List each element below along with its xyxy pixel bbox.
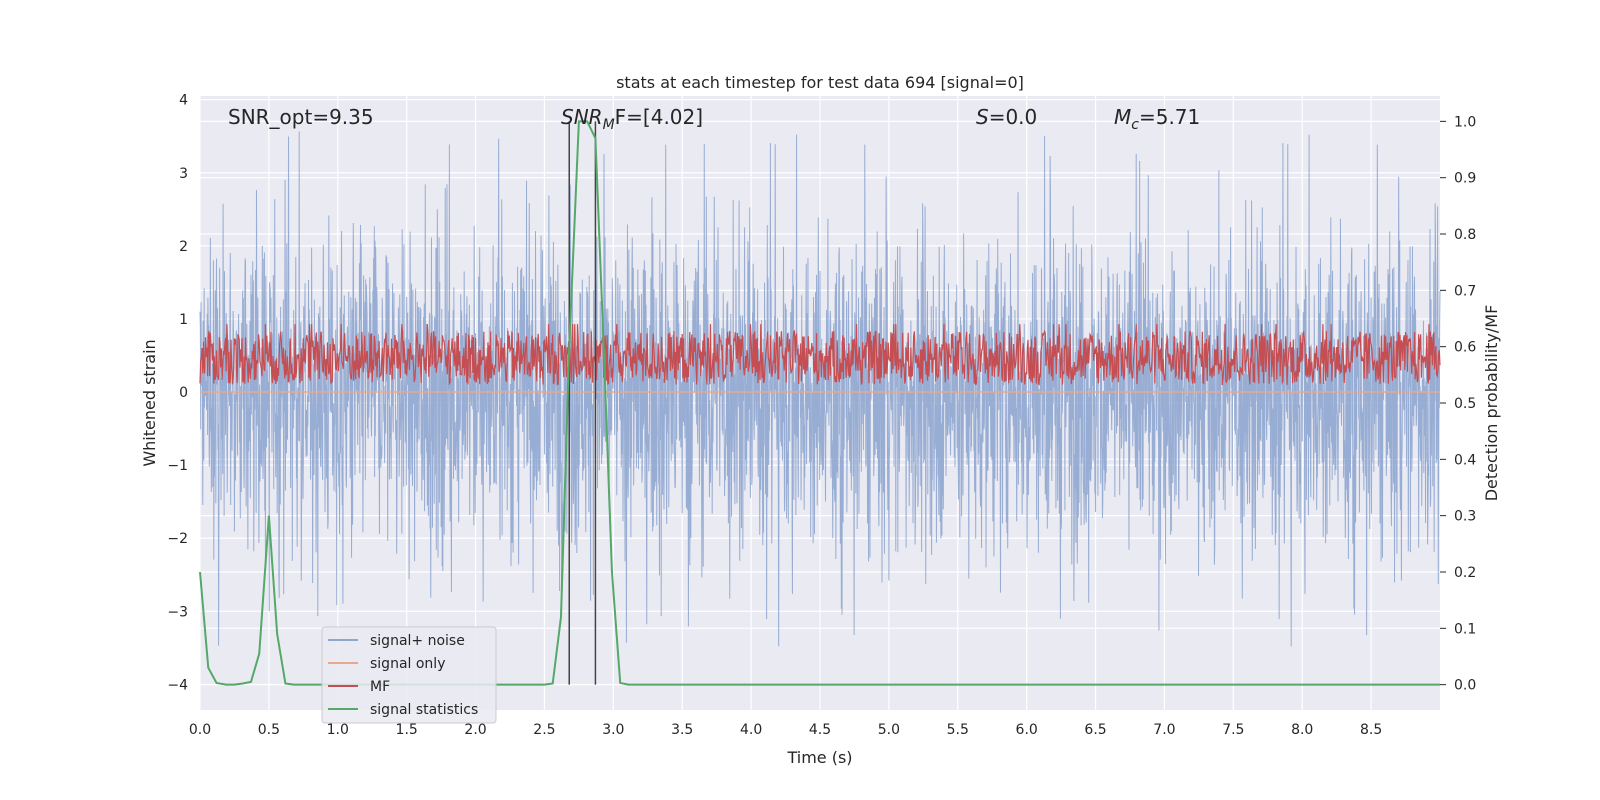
y-left-tick-label: 3 [179,166,188,182]
x-tick-label: 2.5 [533,722,555,738]
y-right-tick-label: 0.0 [1454,678,1476,694]
y-left-tick-label: 2 [179,239,188,255]
x-tick-label: 6.0 [1016,722,1038,738]
legend-label-signal-noise: signal+ noise [370,633,465,649]
x-tick-label: 7.0 [1153,722,1175,738]
y-right-tick-label: 0.9 [1454,171,1476,187]
y-right-tick-label: 1.0 [1454,114,1476,130]
left-axis-ticks: 4 3 2 1 0 −1 −2 −3 −4 [167,93,188,694]
x-tick-label: 1.0 [327,722,349,738]
legend-box [321,626,497,724]
signal-noise-line [199,131,1441,647]
x-tick-label: 2.0 [464,722,486,738]
x-tick-label: 8.5 [1360,722,1382,738]
y-left-tick-label: −1 [167,458,188,474]
legend-label-mf: MF [370,679,390,695]
left-axis-label: Whitened strain [140,339,159,466]
annotation-s: S=0.0 [976,105,1037,129]
y-right-tick-label: 0.5 [1454,396,1476,412]
x-tick-label: 5.0 [878,722,900,738]
vertical-markers [568,121,597,685]
series-signal-noise [199,131,1441,647]
annotation-snr-opt: SNR_opt=9.35 [228,105,374,129]
annotation-mc: Mc=5.71 [1114,105,1200,133]
annotation-snr-mf: SNRMF=[4.02] [561,105,703,133]
y-left-tick-label: 4 [179,93,188,109]
y-right-tick-label: 0.1 [1454,621,1476,637]
x-tick-label: 4.5 [809,722,831,738]
x-tick-label: 1.5 [396,722,418,738]
y-left-tick-label: 0 [179,385,188,401]
x-tick-label: 3.0 [602,722,624,738]
x-tick-label: 3.5 [671,722,693,738]
x-tick-label: 7.5 [1222,722,1244,738]
y-right-tick-label: 0.2 [1454,565,1476,581]
y-left-tick-label: −2 [167,531,188,547]
y-left-tick-label: −4 [167,677,188,693]
x-axis-label: Time (s) [786,748,852,767]
x-tick-label: 0.0 [189,722,211,738]
y-right-tick-label: 0.4 [1454,452,1476,468]
y-right-tick-label: 0.7 [1454,283,1476,299]
x-tick-label: 6.5 [1084,722,1106,738]
right-axis-label: Detection probability/MF [1482,305,1501,502]
mf-line [199,324,1441,386]
legend: signal+ noise signal only MF signal stat… [321,626,497,724]
x-tick-label: 0.5 [258,722,280,738]
y-left-tick-label: −3 [167,604,188,620]
y-right-tick-label: 0.8 [1454,227,1476,243]
y-right-tick-label: 0.3 [1454,509,1476,525]
y-right-tick-label: 0.6 [1454,340,1476,356]
legend-label-signal-only: signal only [370,656,445,672]
x-axis-ticks: 0.0 0.5 1.0 1.5 2.0 2.5 3.0 3.5 4.0 4.5 5.0 5.5 6.0 6… [189,722,1382,738]
signal-statistics-line [199,120,1440,686]
legend-label-signal-statistics: signal statistics [370,702,478,718]
x-tick-label: 8.0 [1291,722,1313,738]
x-tick-label: 4.0 [740,722,762,738]
series-mf [199,324,1441,386]
series-signal-statistics [199,120,1440,686]
y-left-tick-label: 1 [179,312,188,328]
x-tick-label: 5.5 [947,722,969,738]
right-axis-ticks: 1.0 0.9 0.8 0.7 0.6 0.5 0.4 0.3 0.2 0.1 0.0 [1440,114,1476,694]
chart-title: stats at each timestep for test data 694… [616,73,1024,92]
